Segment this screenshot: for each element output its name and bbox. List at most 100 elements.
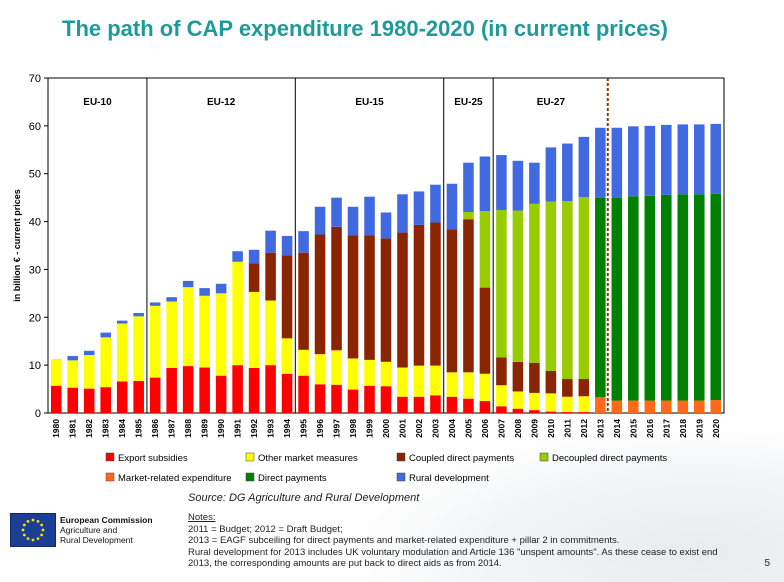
legend-swatch <box>396 452 406 462</box>
bar-segment <box>562 143 573 201</box>
bar-segment <box>380 238 392 362</box>
bar-segment <box>545 411 557 413</box>
x-tick-label: 1993 <box>266 419 276 438</box>
bar-segment <box>397 396 408 413</box>
bar-segment <box>364 359 375 386</box>
x-tick-label: 2000 <box>381 419 391 438</box>
bar-segment <box>83 388 95 413</box>
bar-segment <box>149 305 161 378</box>
legend-swatch <box>105 472 115 482</box>
bar-segment <box>628 126 639 197</box>
y-tick-label: 60 <box>29 121 41 133</box>
bar-segment <box>710 123 722 194</box>
flag-star <box>31 518 35 522</box>
bar-segment <box>166 368 177 413</box>
bar-segment <box>430 222 441 366</box>
y-tick-label: 10 <box>29 360 41 372</box>
x-tick-label: 2013 <box>595 419 605 438</box>
background-map <box>364 432 784 582</box>
legend-label: Export subsidies <box>118 453 188 464</box>
bar-segment <box>248 249 260 264</box>
bar-segment <box>397 232 408 368</box>
bar-segment <box>248 263 260 292</box>
bar-segment <box>677 124 689 195</box>
bar-segment <box>199 367 210 413</box>
bar-segment <box>677 194 689 401</box>
bar-segment <box>232 251 243 262</box>
bar-segment <box>512 160 524 211</box>
bar-segment <box>199 295 210 368</box>
bar-segment <box>644 195 656 401</box>
bar-segment <box>562 379 573 397</box>
bar-segment <box>430 184 441 223</box>
y-tick-label: 0 <box>35 408 41 420</box>
bar-segment <box>265 300 276 366</box>
x-tick-label: 1990 <box>216 419 226 438</box>
bar-segment <box>215 293 227 376</box>
period-label: EU-12 <box>207 97 236 108</box>
bar-segment <box>496 357 507 386</box>
bar-segment <box>446 229 458 373</box>
bar-segment <box>463 212 474 220</box>
x-tick-label: 1996 <box>315 419 325 438</box>
legend-swatch <box>245 472 255 482</box>
legend-label: Direct payments <box>258 473 327 484</box>
bar-segment <box>149 302 161 306</box>
bar-segment <box>479 156 491 212</box>
bar-segment <box>397 367 408 397</box>
y-tick-label: 50 <box>29 169 41 181</box>
x-tick-label: 2016 <box>645 419 655 438</box>
bar-segment <box>512 408 524 413</box>
bar-segment <box>331 350 342 385</box>
bar-segment <box>479 211 491 288</box>
x-tick-label: 1980 <box>51 419 61 438</box>
x-tick-label: 1997 <box>332 419 342 438</box>
y-tick-label: 40 <box>29 217 41 229</box>
y-tick-label: 30 <box>29 264 41 276</box>
bar-segment <box>463 398 474 413</box>
flag-star <box>36 519 40 523</box>
bar-segment <box>281 373 293 413</box>
notes-heading: Notes: <box>188 512 216 523</box>
x-tick-label: 2012 <box>579 419 589 438</box>
bar-segment <box>133 312 144 317</box>
flag-star <box>31 538 35 542</box>
bar-segment <box>413 365 425 397</box>
bar-segment <box>529 203 540 363</box>
bar-segment <box>413 224 425 366</box>
bar-segment <box>380 386 392 413</box>
bar-segment <box>611 127 623 198</box>
x-tick-label: 1986 <box>150 419 160 438</box>
bar-segment <box>380 361 392 387</box>
bar-segment <box>578 412 590 413</box>
x-tick-label: 2009 <box>529 419 539 438</box>
flag-star <box>22 523 26 527</box>
legend-label: Coupled direct payments <box>409 453 514 464</box>
bar-segment <box>661 124 672 195</box>
y-tick-label: 20 <box>29 312 41 324</box>
bar-segment <box>446 183 458 230</box>
organisation-name: European Commission Agriculture and Rura… <box>60 515 153 545</box>
bar-segment <box>232 365 243 413</box>
x-tick-label: 1998 <box>348 419 358 438</box>
bar-segment <box>677 400 689 413</box>
bar-segment <box>545 370 557 394</box>
note-line: Rural development for 2013 includes UK v… <box>188 546 718 558</box>
bar-segment <box>50 385 62 413</box>
note-line: 2011 = Budget; 2012 = Draft Budget; <box>188 523 343 535</box>
bar-segment <box>133 380 144 413</box>
bar-segment <box>232 261 243 366</box>
bar-segment <box>578 136 590 198</box>
note-line: 2013 = EAGF subceiling for direct paymen… <box>188 535 620 546</box>
bar-segment <box>628 400 639 413</box>
bar-segment <box>380 212 392 239</box>
bar-segment <box>463 219 474 373</box>
x-tick-label: 1999 <box>365 419 375 438</box>
bar-segment <box>496 210 507 358</box>
bar-segment <box>595 197 606 398</box>
bar-segment <box>512 361 524 392</box>
bar-segment <box>545 201 557 371</box>
bar-segment <box>529 162 540 204</box>
bar-segment <box>314 384 326 413</box>
bar-segment <box>545 147 557 202</box>
